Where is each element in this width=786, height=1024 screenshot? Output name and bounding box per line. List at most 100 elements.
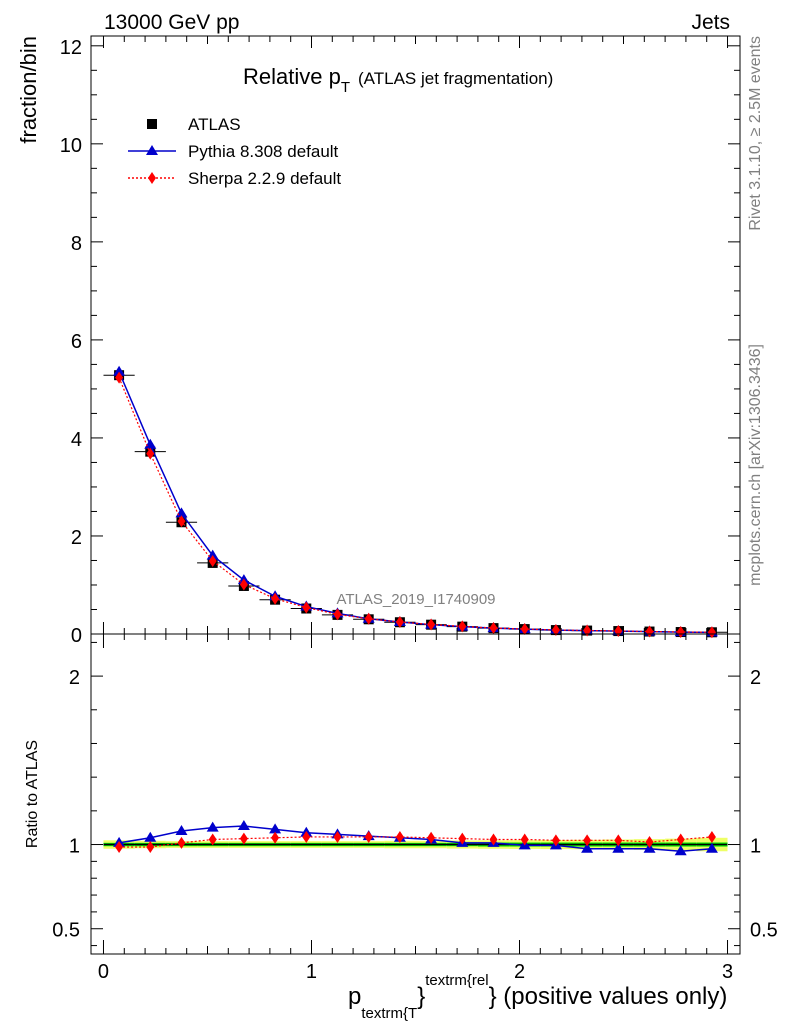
main-sherpa-point xyxy=(333,608,342,621)
ratio-pythia-point xyxy=(705,842,718,853)
legend-pythia-label: Pythia 8.308 default xyxy=(188,142,339,161)
ratio-plot-panel: 0.5 0.5 1 1 2 2 0 1 2 3 Ratio to ATLAS ptextrm{T}… xyxy=(24,633,778,1022)
main-sherpa-point xyxy=(271,592,280,605)
ratio-sherpa-point xyxy=(302,830,311,843)
ratio-sherpa-point xyxy=(458,832,467,845)
ratio-plot-frame xyxy=(90,633,741,955)
ratio-axis-ticks: 0.5 0.5 1 1 2 2 0 1 2 3 xyxy=(52,634,778,983)
ratio-sherpa-line xyxy=(119,836,712,848)
main-sherpa-point xyxy=(458,620,467,633)
main-sherpa-point xyxy=(427,618,436,631)
header-process-label: Jets xyxy=(691,11,730,34)
x-axis-label: ptextrm{T}textrm{rel} (positive values o… xyxy=(348,972,727,1022)
main-sherpa-point xyxy=(146,447,155,460)
main-sherpa-point xyxy=(520,623,529,636)
ratio-y-tick-label-right: 1 xyxy=(750,836,761,858)
main-pythia-point xyxy=(144,438,157,449)
main-sherpa-point xyxy=(177,515,186,528)
main-sherpa-point xyxy=(676,625,685,638)
ratio-pythia-point xyxy=(581,842,594,853)
main-sherpa-point xyxy=(208,554,217,567)
ratio-plot-layer xyxy=(103,820,728,856)
x-tick-label: 3 xyxy=(722,961,733,983)
ratio-pythia-point xyxy=(144,831,157,842)
main-sherpa-point xyxy=(364,612,373,625)
x-axis-label-superscript: textrm{rel xyxy=(425,972,488,989)
header-energy-label: 13000 GeV pp xyxy=(104,11,239,34)
ratio-pythia-point xyxy=(237,820,250,830)
ratio-sherpa-point xyxy=(645,836,654,848)
side-mcplots-label: mcplots.cern.ch [arXiv:1306.3436] xyxy=(747,344,764,586)
main-y-tick-label: 12 xyxy=(60,37,82,59)
legend-atlas-marker xyxy=(147,119,157,129)
ratio-sherpa-point xyxy=(614,834,623,847)
ratio-sherpa-point xyxy=(551,834,560,847)
ratio-sherpa-point xyxy=(364,830,373,843)
main-sherpa-point xyxy=(583,624,592,637)
main-sherpa-point xyxy=(302,601,311,614)
legend-atlas-label: ATLAS xyxy=(188,115,241,134)
main-series-sherpa xyxy=(115,371,716,639)
main-sherpa-point xyxy=(645,625,654,638)
legend: ATLAS Pythia 8.308 default Sherpa 2.2.9 de… xyxy=(128,115,341,188)
x-tick-label: 2 xyxy=(514,961,525,983)
analysis-watermark: ATLAS_2019_I1740909 xyxy=(336,591,495,608)
ratio-pythia-line xyxy=(118,825,712,853)
main-y-tick-label: 4 xyxy=(71,429,82,451)
ratio-sherpa-point xyxy=(208,833,217,846)
ratio-sherpa-point xyxy=(115,841,124,854)
main-title-text: Relative p xyxy=(243,64,341,89)
x-axis-label-main: p xyxy=(348,983,361,1010)
x-tick-label: 0 xyxy=(98,961,109,983)
ratio-sherpa-point xyxy=(395,830,404,843)
main-sherpa-point xyxy=(551,623,560,636)
ratio-pythia-point xyxy=(269,823,282,834)
main-axis-ticks: 0 2 4 6 8 10 12 xyxy=(60,36,740,647)
ratio-pythia-point xyxy=(612,842,625,853)
main-y-tick-label: 8 xyxy=(71,233,82,255)
main-sherpa-point xyxy=(395,615,404,628)
side-rivet-label: Rivet 3.1.10, ≥ 2.5M events xyxy=(747,36,764,231)
ratio-sherpa-point xyxy=(676,833,685,846)
ratio-series-sherpa xyxy=(115,830,716,854)
ratio-sherpa-point xyxy=(177,836,186,849)
main-title: Relative pT (ATLAS jet fragmentation) xyxy=(243,64,553,96)
ratio-pythia-point xyxy=(674,845,687,856)
main-sherpa-point xyxy=(489,622,498,635)
main-pythia-point xyxy=(206,549,219,560)
ratio-y-tick-label-left: 1 xyxy=(69,836,80,858)
main-sherpa-point xyxy=(239,578,248,591)
main-y-tick-label: 10 xyxy=(60,135,82,157)
ratio-y-tick-label-right: 0.5 xyxy=(750,920,778,942)
main-plot-panel: 0 2 4 6 8 10 12 fraction/bin Relative pT (ATLAS… xyxy=(16,35,741,647)
main-sherpa-line xyxy=(118,377,712,633)
ratio-pythia-point xyxy=(206,821,219,832)
main-y-axis-label: fraction/bin xyxy=(16,36,41,144)
main-sherpa-point xyxy=(115,371,124,384)
ratio-sherpa-point xyxy=(489,833,498,846)
main-sherpa-point xyxy=(707,626,716,639)
ratio-sherpa-point xyxy=(333,830,342,843)
x-axis-label-close: } xyxy=(417,983,425,1010)
ratio-sherpa-point xyxy=(520,833,529,846)
ratio-sherpa-point xyxy=(427,831,436,844)
x-tick-label: 1 xyxy=(306,961,317,983)
ratio-sherpa-point xyxy=(271,831,280,844)
ratio-y-axis-label: Ratio to ATLAS xyxy=(24,740,41,848)
ratio-y-tick-label-right: 2 xyxy=(750,667,761,689)
ratio-sherpa-point xyxy=(583,834,592,847)
ratio-sherpa-point xyxy=(239,832,248,845)
ratio-y-tick-label-left: 0.5 xyxy=(52,920,80,942)
main-title-subscript: T xyxy=(341,79,350,96)
legend-pythia-marker xyxy=(146,145,158,155)
main-y-tick-label: 6 xyxy=(71,331,82,353)
x-axis-label-tail: } (positive values only) xyxy=(489,983,728,1010)
main-title-extra: (ATLAS jet fragmentation) xyxy=(358,69,553,88)
ratio-pythia-point xyxy=(175,825,188,836)
legend-sherpa-label: Sherpa 2.2.9 default xyxy=(188,169,341,188)
x-axis-label-subscript: textrm{T xyxy=(361,1005,417,1022)
main-y-tick-label: 0 xyxy=(71,625,82,647)
ratio-sherpa-point xyxy=(707,830,716,843)
main-plot-layer xyxy=(103,365,728,639)
